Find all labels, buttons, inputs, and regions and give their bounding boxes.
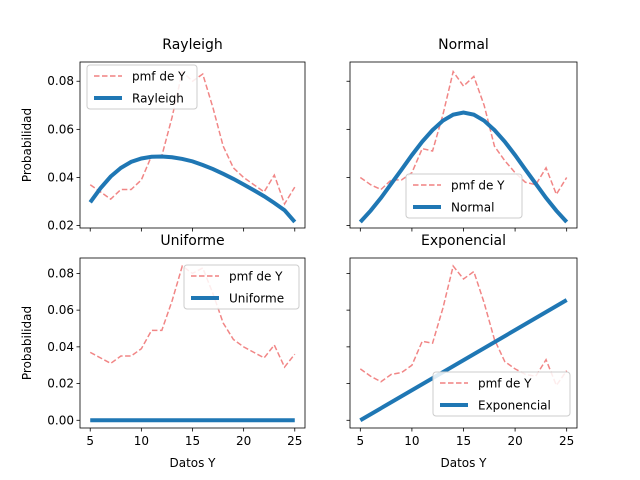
x-tick-label: 10 — [404, 434, 419, 448]
x-tick-label: 5 — [86, 434, 94, 448]
subplot-title: Uniforme — [160, 233, 224, 249]
subplot-title: Normal — [438, 37, 489, 53]
y-tick-label: 0.02 — [47, 377, 74, 391]
subplot-1: 0.02 0.04 0.06 0.08 Rayleigh Probabilidad pmf … — [20, 37, 306, 233]
x-tick-label: 20 — [236, 434, 251, 448]
x-tick-label: 20 — [507, 434, 522, 448]
legend: pmf de Y Uniforme — [183, 264, 300, 310]
legend: pmf de Y Normal — [405, 173, 523, 219]
fit-series-line — [359, 298, 568, 423]
legend-label: Rayleigh — [132, 92, 184, 106]
y-tick-label: 0.06 — [47, 122, 74, 136]
legend: pmf de Y Rayleigh — [86, 64, 198, 110]
x-tick-label: 25 — [287, 434, 302, 448]
legend-label: pmf de Y — [451, 179, 505, 193]
x-tick-label: 5 — [356, 434, 364, 448]
x-axis-label: Datos Y — [169, 456, 216, 470]
subplot-title: Exponencial — [421, 233, 506, 249]
y-tick-label: 0.06 — [47, 303, 74, 317]
fit-series-line — [88, 154, 297, 224]
subplot-title: Rayleigh — [162, 37, 222, 53]
legend-label: pmf de Y — [478, 377, 532, 391]
y-tick-label: 0.02 — [47, 219, 74, 233]
legend-label: pmf de Y — [229, 270, 283, 284]
subplot-2: Normal pmf de Y Normal — [346, 37, 578, 232]
x-tick-label: 10 — [134, 434, 149, 448]
x-tick-label: 25 — [559, 434, 574, 448]
legend-label: pmf de Y — [132, 70, 186, 84]
legend-label: Exponencial — [478, 399, 551, 413]
y-tick-label: 0.08 — [47, 74, 74, 88]
y-tick-label: 0.00 — [47, 413, 74, 427]
y-tick-label: 0.04 — [47, 170, 74, 184]
legend: pmf de Y Exponencial — [432, 371, 571, 417]
y-tick-label: 0.08 — [47, 266, 74, 280]
x-tick-label: 15 — [185, 434, 200, 448]
legend-label: Normal — [451, 201, 494, 215]
legend-label: Uniforme — [229, 292, 284, 306]
subplot-3: 5 10 15 20 25 0.00 0.02 0.04 0.06 0.08 Uniforme Dat… — [20, 233, 306, 470]
x-tick-label: 15 — [456, 434, 471, 448]
pmf-series-line — [359, 264, 568, 387]
fit-series-line — [358, 110, 569, 224]
y-axis-label: Probabilidad — [20, 108, 34, 182]
y-axis-label: Probabilidad — [20, 306, 34, 380]
x-axis-label: Datos Y — [440, 456, 487, 470]
subplot-4: 5 10 15 20 25 Exponencial Datos Y pmf de Y Expon… — [346, 233, 578, 470]
y-tick-label: 0.04 — [47, 340, 74, 354]
